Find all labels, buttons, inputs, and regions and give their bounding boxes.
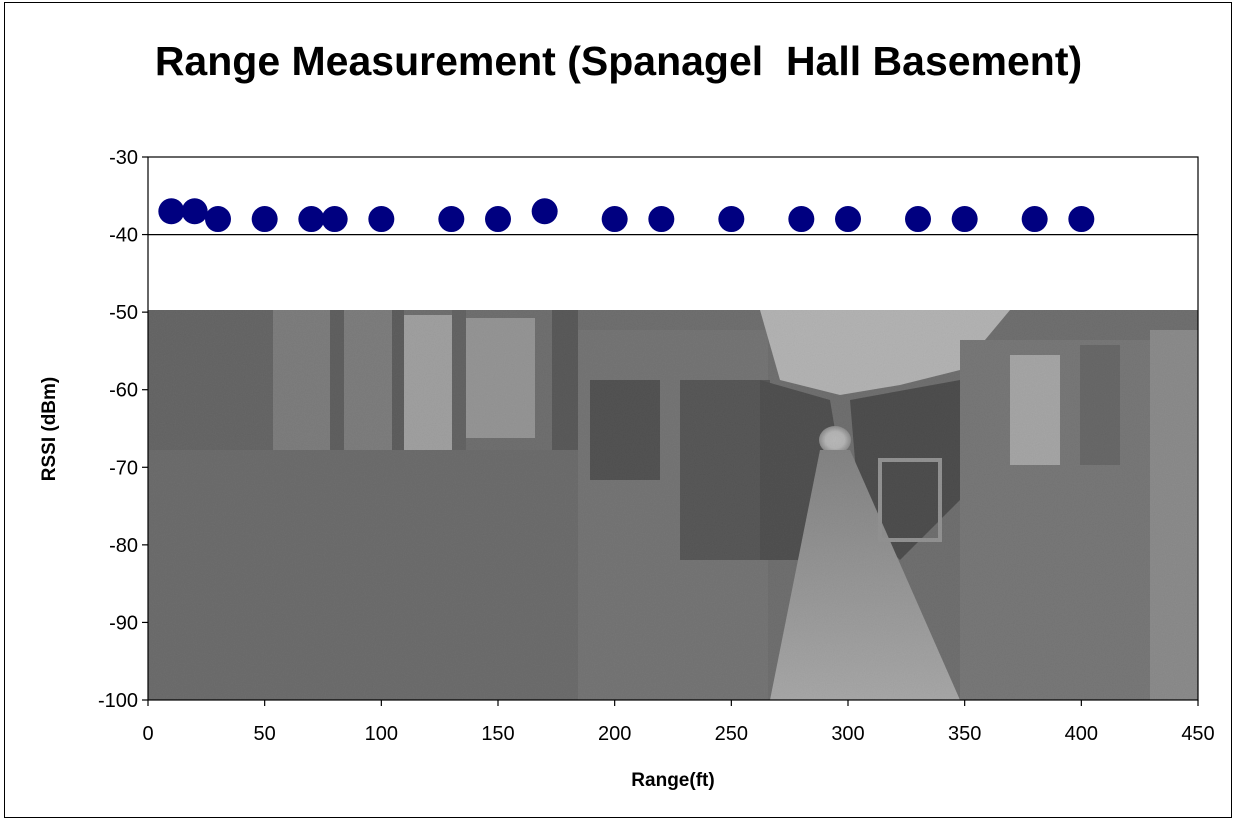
data-point xyxy=(438,206,465,233)
data-point xyxy=(1021,206,1048,233)
data-point xyxy=(251,206,278,233)
x-axis: 0 50 100 150 200 250 300 350 400 450 xyxy=(142,700,1215,745)
x-tick-label: 250 xyxy=(715,723,748,745)
data-point xyxy=(601,206,628,233)
x-tick-label: 450 xyxy=(1181,723,1214,745)
x-tick-label: 400 xyxy=(1065,723,1098,745)
data-point xyxy=(531,198,558,225)
data-point xyxy=(181,198,208,225)
data-point xyxy=(205,206,231,233)
x-tick-label: 350 xyxy=(948,723,981,745)
data-point xyxy=(298,206,325,233)
y-tick-label: -70 xyxy=(109,457,138,479)
data-point xyxy=(718,206,745,233)
x-tick-label: 50 xyxy=(254,723,276,745)
x-tick-label: 200 xyxy=(598,723,631,745)
data-point xyxy=(485,206,511,233)
data-points xyxy=(158,198,1095,233)
data-point xyxy=(835,206,861,233)
data-point xyxy=(368,206,395,233)
y-tick-label: -100 xyxy=(98,690,138,712)
data-point xyxy=(788,206,815,233)
y-tick-label: -60 xyxy=(109,380,138,402)
data-point xyxy=(321,206,348,233)
y-tick-label: -80 xyxy=(109,535,138,557)
hallway-photo-background xyxy=(148,310,1198,700)
data-point xyxy=(905,206,931,233)
y-tick-label: -90 xyxy=(109,612,138,634)
x-tick-label: 100 xyxy=(365,723,398,745)
y-tick-label: -40 xyxy=(109,225,138,247)
x-axis-label: Range(ft) xyxy=(631,770,715,791)
data-point xyxy=(648,206,675,233)
chart-title: Range Measurement (Spanagel Hall Basemen… xyxy=(154,38,1083,84)
data-point xyxy=(1068,206,1095,233)
data-point xyxy=(951,206,978,233)
y-axis: -30 -40 -50 -60 -70 -80 -90 -100 xyxy=(98,147,148,712)
y-axis-label: RSSI (dBm) xyxy=(39,376,60,482)
data-point xyxy=(158,198,185,225)
y-tick-label: -50 xyxy=(109,302,138,324)
x-tick-label: 0 xyxy=(142,723,153,745)
plot-border xyxy=(147,156,1199,701)
x-tick-label: 150 xyxy=(481,723,514,745)
y-tick-label: -30 xyxy=(109,147,138,169)
x-tick-label: 300 xyxy=(831,723,864,745)
